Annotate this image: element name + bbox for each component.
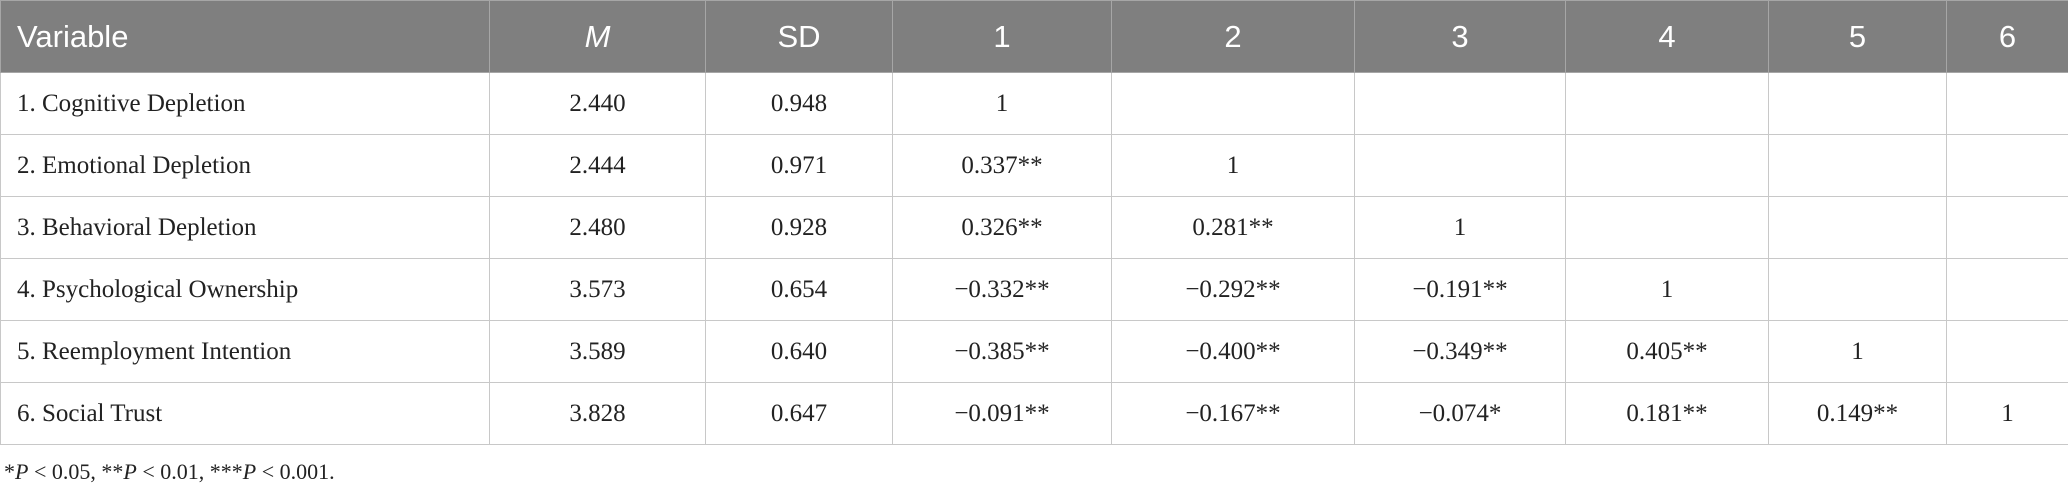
table-cell: −0.400** [1111,320,1355,383]
table-cell: −0.167** [1111,382,1355,445]
table-cell [1768,72,1947,135]
table-cell: 0.928 [705,196,893,259]
table-cell: 1 [1768,320,1947,383]
table-cell [1946,258,2068,321]
table-row: 3. Behavioral Depletion 2.480 0.928 0.326**… [0,196,2068,259]
footnote-part: P [15,459,29,484]
table-row: 1. Cognitive Depletion 2.440 0.948 1 [0,72,2068,135]
table-cell: 0.948 [705,72,893,135]
table-cell: 2.444 [489,134,706,197]
table-cell: −0.385** [892,320,1112,383]
table-row: 5. Reemployment Intention 3.589 0.640 −0.38… [0,320,2068,383]
table-cell [1768,196,1947,259]
table-cell: 4. Psychological Ownership [0,258,490,321]
table-row: 4. Psychological Ownership 3.573 0.654 −0.3… [0,258,2068,321]
table-row: 6. Social Trust 3.828 0.647 −0.091** −0.167*… [0,382,2068,445]
table-cell [1946,196,2068,259]
header-cell: 1 [892,0,1112,73]
table-cell: 0.654 [705,258,893,321]
footnote-part: * [4,459,15,484]
table-cell: 1 [892,72,1112,135]
table-cell [1111,72,1355,135]
footnote-part: < 0.05, ** [28,459,124,484]
table-cell [1946,134,2068,197]
table-cell [1946,72,2068,135]
table-cell: 6. Social Trust [0,382,490,445]
table-cell: 0.647 [705,382,893,445]
table-row: 2. Emotional Depletion 2.444 0.971 0.337** 1 [0,134,2068,197]
table-cell: 3.573 [489,258,706,321]
table-cell: −0.191** [1354,258,1566,321]
table-cell: 3. Behavioral Depletion [0,196,490,259]
header-cell: Variable [0,0,490,73]
table-body: 1. Cognitive Depletion 2.440 0.948 1 2. Emot… [0,72,2068,445]
table-cell [1768,134,1947,197]
table-cell: 0.405** [1565,320,1769,383]
table-cell: −0.349** [1354,320,1566,383]
table-cell [1354,72,1566,135]
footnote-part: < 0.001. [256,459,335,484]
table-cell: −0.074* [1354,382,1566,445]
table-cell: 0.640 [705,320,893,383]
table-cell [1565,196,1769,259]
table-cell: 1 [1565,258,1769,321]
footnote-part: P [123,459,137,484]
table-cell [1565,134,1769,197]
correlation-table: Variable M SD 1 2 3 4 5 6 1. Cognitive Depletion… [0,0,2068,445]
header-cell: 4 [1565,0,1769,73]
table-cell: 2.480 [489,196,706,259]
table-cell: −0.091** [892,382,1112,445]
table-cell: 3.589 [489,320,706,383]
table-cell: 0.326** [892,196,1112,259]
table-cell: 0.281** [1111,196,1355,259]
footnote-part: < 0.01, *** [136,459,243,484]
footnote-part: P [242,459,257,484]
table-cell: 1 [1111,134,1355,197]
table-cell: 2. Emotional Depletion [0,134,490,197]
table-cell: 1. Cognitive Depletion [0,72,490,135]
table-cell [1768,258,1947,321]
header-cell: 2 [1111,0,1355,73]
table-cell: 3.828 [489,382,706,445]
table-cell [1946,320,2068,383]
table-cell: 1 [1354,196,1566,259]
table-cell: 1 [1946,382,2068,445]
footnote: *P < 0.05, **P < 0.01, ***P < 0.001. [0,445,2068,485]
table-cell: 5. Reemployment Intention [0,320,490,383]
table-cell: −0.292** [1111,258,1355,321]
table-cell [1354,134,1566,197]
table-cell: 0.149** [1768,382,1947,445]
table-cell: 0.971 [705,134,893,197]
header-cell: SD [705,0,893,73]
table-cell [1565,72,1769,135]
table-cell: 0.181** [1565,382,1769,445]
header-row: Variable M SD 1 2 3 4 5 6 [0,0,2068,73]
header-cell: 5 [1768,0,1947,73]
table-cell: 0.337** [892,134,1112,197]
header-cell: 3 [1354,0,1566,73]
table-cell: 2.440 [489,72,706,135]
header-cell: M [489,0,706,73]
header-cell: 6 [1946,0,2068,73]
table-cell: −0.332** [892,258,1112,321]
